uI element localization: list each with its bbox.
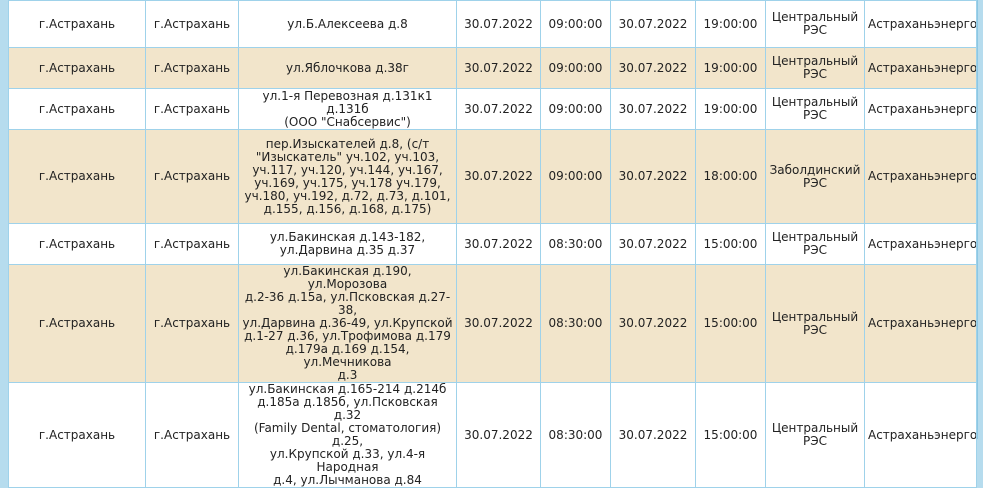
outage-table-frame: г.Астрахань г.Астрахань ул.Б.Алексеева д… xyxy=(8,0,978,488)
locality-cell: г.Астрахань xyxy=(145,382,239,488)
table-row: г.Астрахань г.Астрахань ул.1-я Перевозна… xyxy=(8,88,977,130)
time-from-cell: 08:30:00 xyxy=(540,223,611,265)
date-from-cell: 30.07.2022 xyxy=(456,223,541,265)
locality-cell: г.Астрахань xyxy=(145,0,239,48)
city-cell: г.Астрахань xyxy=(8,382,146,488)
address-cell: ул.Бакинская д.190, ул.Морозова д.2-36 д… xyxy=(238,264,457,383)
locality-cell: г.Астрахань xyxy=(145,129,239,224)
address-cell: ул.Бакинская д.143-182, ул.Дарвина д.35 … xyxy=(238,223,457,265)
address-cell: ул.1-я Перевозная д.131к1 д.131б (ООО "С… xyxy=(238,88,457,130)
date-from-cell: 30.07.2022 xyxy=(456,0,541,48)
res-cell: Центральный РЭС xyxy=(765,88,865,130)
time-from-cell: 09:00:00 xyxy=(540,129,611,224)
date-from-cell: 30.07.2022 xyxy=(456,264,541,383)
date-to-cell: 30.07.2022 xyxy=(610,129,696,224)
date-to-cell: 30.07.2022 xyxy=(610,382,696,488)
date-to-cell: 30.07.2022 xyxy=(610,88,696,130)
res-cell: Центральный РЭС xyxy=(765,382,865,488)
org-cell: Астраханьэнерго xyxy=(864,47,977,89)
address-cell: пер.Изыскателей д.8, (с/т "Изыскатель" у… xyxy=(238,129,457,224)
address-cell: ул.Яблочкова д.38г xyxy=(238,47,457,89)
locality-cell: г.Астрахань xyxy=(145,88,239,130)
time-to-cell: 15:00:00 xyxy=(695,382,766,488)
date-from-cell: 30.07.2022 xyxy=(456,382,541,488)
locality-cell: г.Астрахань xyxy=(145,264,239,383)
date-to-cell: 30.07.2022 xyxy=(610,47,696,89)
outage-table: г.Астрахань г.Астрахань ул.Б.Алексеева д… xyxy=(8,0,977,488)
time-from-cell: 08:30:00 xyxy=(540,264,611,383)
city-cell: г.Астрахань xyxy=(8,223,146,265)
city-cell: г.Астрахань xyxy=(8,47,146,89)
date-to-cell: 30.07.2022 xyxy=(610,0,696,48)
org-cell: Астраханьэнерго xyxy=(864,0,977,48)
org-cell: Астраханьэнерго xyxy=(864,223,977,265)
date-from-cell: 30.07.2022 xyxy=(456,129,541,224)
date-from-cell: 30.07.2022 xyxy=(456,88,541,130)
city-cell: г.Астрахань xyxy=(8,264,146,383)
res-cell: Центральный РЭС xyxy=(765,47,865,89)
date-to-cell: 30.07.2022 xyxy=(610,223,696,265)
table-row: г.Астрахань г.Астрахань ул.Яблочкова д.3… xyxy=(8,47,977,89)
locality-cell: г.Астрахань xyxy=(145,47,239,89)
time-from-cell: 09:00:00 xyxy=(540,0,611,48)
table-row: г.Астрахань г.Астрахань ул.Бакинская д.1… xyxy=(8,223,977,265)
locality-cell: г.Астрахань xyxy=(145,223,239,265)
city-cell: г.Астрахань xyxy=(8,88,146,130)
res-cell: Центральный РЭС xyxy=(765,0,865,48)
table-row: г.Астрахань г.Астрахань ул.Б.Алексеева д… xyxy=(8,0,977,48)
time-to-cell: 19:00:00 xyxy=(695,47,766,89)
res-cell: Заболдинский РЭС xyxy=(765,129,865,224)
table-row: г.Астрахань г.Астрахань ул.Бакинская д.1… xyxy=(8,382,977,488)
time-to-cell: 15:00:00 xyxy=(695,223,766,265)
res-cell: Центральный РЭС xyxy=(765,264,865,383)
time-to-cell: 19:00:00 xyxy=(695,88,766,130)
date-to-cell: 30.07.2022 xyxy=(610,264,696,383)
time-from-cell: 08:30:00 xyxy=(540,382,611,488)
city-cell: г.Астрахань xyxy=(8,129,146,224)
time-to-cell: 15:00:00 xyxy=(695,264,766,383)
time-to-cell: 18:00:00 xyxy=(695,129,766,224)
org-cell: Астраханьэнерго xyxy=(864,382,977,488)
address-cell: ул.Бакинская д.165-214 д.214б д.185а д.1… xyxy=(238,382,457,488)
table-row: г.Астрахань г.Астрахань пер.Изыскателей … xyxy=(8,129,977,224)
city-cell: г.Астрахань xyxy=(8,0,146,48)
time-from-cell: 09:00:00 xyxy=(540,88,611,130)
res-cell: Центральный РЭС xyxy=(765,223,865,265)
table-row: г.Астрахань г.Астрахань ул.Бакинская д.1… xyxy=(8,264,977,383)
date-from-cell: 30.07.2022 xyxy=(456,47,541,89)
org-cell: Астраханьэнерго xyxy=(864,88,977,130)
org-cell: Астраханьэнерго xyxy=(864,129,977,224)
org-cell: Астраханьэнерго xyxy=(864,264,977,383)
time-from-cell: 09:00:00 xyxy=(540,47,611,89)
address-cell: ул.Б.Алексеева д.8 xyxy=(238,0,457,48)
time-to-cell: 19:00:00 xyxy=(695,0,766,48)
